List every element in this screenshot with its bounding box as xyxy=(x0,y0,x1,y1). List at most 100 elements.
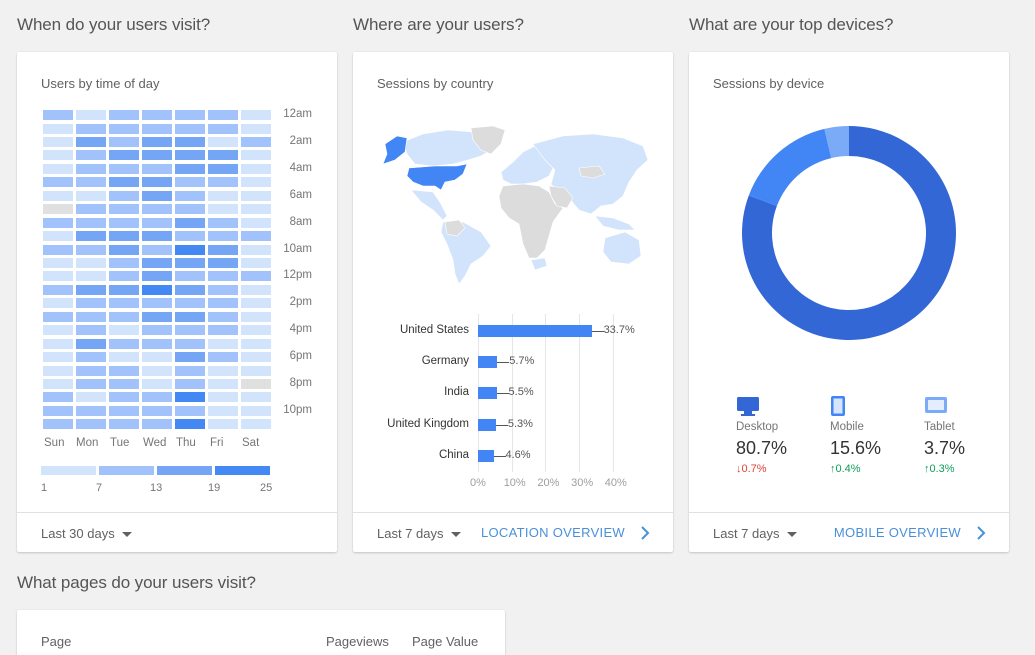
heatmap-cell[interactable] xyxy=(76,379,106,389)
heatmap-cell[interactable] xyxy=(109,338,139,349)
date-range-dropdown[interactable]: Last 7 days xyxy=(377,526,461,541)
date-range-dropdown[interactable]: Last 30 days xyxy=(41,526,132,541)
country-bar[interactable] xyxy=(478,450,494,462)
heatmap-cell[interactable] xyxy=(208,419,238,430)
heatmap-cell[interactable] xyxy=(43,392,73,403)
heatmap-cell[interactable] xyxy=(76,217,106,228)
heatmap-cell[interactable] xyxy=(43,352,73,363)
heatmap-cell[interactable] xyxy=(241,365,271,376)
heatmap-cell[interactable] xyxy=(142,110,172,120)
heatmap-cell[interactable] xyxy=(43,325,73,336)
heatmap-cell[interactable] xyxy=(208,257,238,268)
heatmap-cell[interactable] xyxy=(175,379,205,389)
heatmap-cell[interactable] xyxy=(241,405,271,416)
heatmap-cell[interactable] xyxy=(76,204,106,215)
date-range-dropdown[interactable]: Last 7 days xyxy=(713,526,797,541)
heatmap-cell[interactable] xyxy=(76,325,106,336)
heatmap-cell[interactable] xyxy=(109,379,139,389)
heatmap-cell[interactable] xyxy=(208,311,238,322)
heatmap-cell[interactable] xyxy=(241,419,271,430)
heatmap-cell[interactable] xyxy=(76,123,106,134)
heatmap-cell[interactable] xyxy=(43,298,73,309)
heatmap-cell[interactable] xyxy=(208,204,238,215)
heatmap-cell[interactable] xyxy=(175,150,205,161)
donut-slice-mobile[interactable] xyxy=(748,128,832,207)
heatmap-cell[interactable] xyxy=(76,352,106,363)
heatmap-cell[interactable] xyxy=(175,231,205,242)
heatmap-cell[interactable] xyxy=(208,177,238,188)
heatmap-cell[interactable] xyxy=(142,231,172,242)
heatmap-cell[interactable] xyxy=(241,231,271,242)
heatmap-cell[interactable] xyxy=(76,271,106,282)
heatmap-cell[interactable] xyxy=(142,311,172,322)
heatmap-cell[interactable] xyxy=(76,136,106,147)
heatmap-cell[interactable] xyxy=(241,136,271,147)
heatmap-cell[interactable] xyxy=(208,136,238,147)
heatmap-cell[interactable] xyxy=(241,298,271,309)
heatmap-cell[interactable] xyxy=(43,190,73,201)
heatmap-cell[interactable] xyxy=(109,123,139,134)
heatmap-cell[interactable] xyxy=(175,271,205,282)
heatmap-cell[interactable] xyxy=(76,257,106,268)
heatmap-cell[interactable] xyxy=(142,123,172,134)
heatmap-cell[interactable] xyxy=(43,271,73,282)
heatmap-cell[interactable] xyxy=(241,271,271,282)
heatmap-cell[interactable] xyxy=(109,257,139,268)
heatmap-cell[interactable] xyxy=(109,150,139,161)
heatmap-cell[interactable] xyxy=(241,325,271,336)
heatmap-cell[interactable] xyxy=(241,244,271,255)
heatmap-cell[interactable] xyxy=(43,204,73,215)
heatmap-cell[interactable] xyxy=(208,338,238,349)
heatmap-cell[interactable] xyxy=(142,298,172,309)
heatmap-cell[interactable] xyxy=(43,123,73,134)
heatmap-cell[interactable] xyxy=(208,379,238,389)
heatmap-cell[interactable] xyxy=(43,231,73,242)
heatmap-cell[interactable] xyxy=(241,123,271,134)
heatmap-cell[interactable] xyxy=(241,190,271,201)
heatmap-cell[interactable] xyxy=(241,257,271,268)
heatmap-cell[interactable] xyxy=(109,352,139,363)
heatmap-cell[interactable] xyxy=(241,338,271,349)
heatmap-cell[interactable] xyxy=(76,311,106,322)
heatmap-cell[interactable] xyxy=(76,405,106,416)
heatmap-cell[interactable] xyxy=(208,271,238,282)
heatmap-cell[interactable] xyxy=(109,311,139,322)
heatmap-cell[interactable] xyxy=(109,163,139,174)
heatmap-cell[interactable] xyxy=(109,365,139,376)
heatmap-cell[interactable] xyxy=(76,110,106,120)
heatmap-cell[interactable] xyxy=(142,419,172,430)
heatmap-cell[interactable] xyxy=(175,325,205,336)
heatmap-cell[interactable] xyxy=(109,190,139,201)
country-bar[interactable] xyxy=(478,387,497,399)
heatmap-cell[interactable] xyxy=(241,150,271,161)
heatmap-cell[interactable] xyxy=(142,190,172,201)
heatmap-cell[interactable] xyxy=(208,365,238,376)
heatmap-cell[interactable] xyxy=(208,163,238,174)
heatmap-cell[interactable] xyxy=(175,311,205,322)
heatmap-cell[interactable] xyxy=(76,419,106,430)
heatmap-cell[interactable] xyxy=(175,298,205,309)
heatmap-cell[interactable] xyxy=(76,338,106,349)
heatmap-cell[interactable] xyxy=(175,217,205,228)
heatmap-cell[interactable] xyxy=(208,190,238,201)
heatmap-cell[interactable] xyxy=(76,298,106,309)
heatmap-cell[interactable] xyxy=(76,150,106,161)
heatmap-cell[interactable] xyxy=(175,244,205,255)
heatmap-cell[interactable] xyxy=(43,257,73,268)
heatmap-cell[interactable] xyxy=(43,284,73,295)
heatmap-cell[interactable] xyxy=(208,405,238,416)
heatmap-cell[interactable] xyxy=(142,379,172,389)
heatmap-cell[interactable] xyxy=(43,379,73,389)
heatmap-cell[interactable] xyxy=(109,204,139,215)
country-bar[interactable] xyxy=(478,356,498,368)
heatmap-cell[interactable] xyxy=(241,284,271,295)
heatmap-cell[interactable] xyxy=(142,284,172,295)
heatmap-cell[interactable] xyxy=(142,338,172,349)
heatmap-cell[interactable] xyxy=(76,163,106,174)
heatmap-cell[interactable] xyxy=(241,379,271,389)
heatmap-cell[interactable] xyxy=(208,123,238,134)
heatmap-cell[interactable] xyxy=(109,231,139,242)
heatmap-cell[interactable] xyxy=(109,217,139,228)
heatmap-cell[interactable] xyxy=(175,365,205,376)
heatmap-cell[interactable] xyxy=(109,298,139,309)
